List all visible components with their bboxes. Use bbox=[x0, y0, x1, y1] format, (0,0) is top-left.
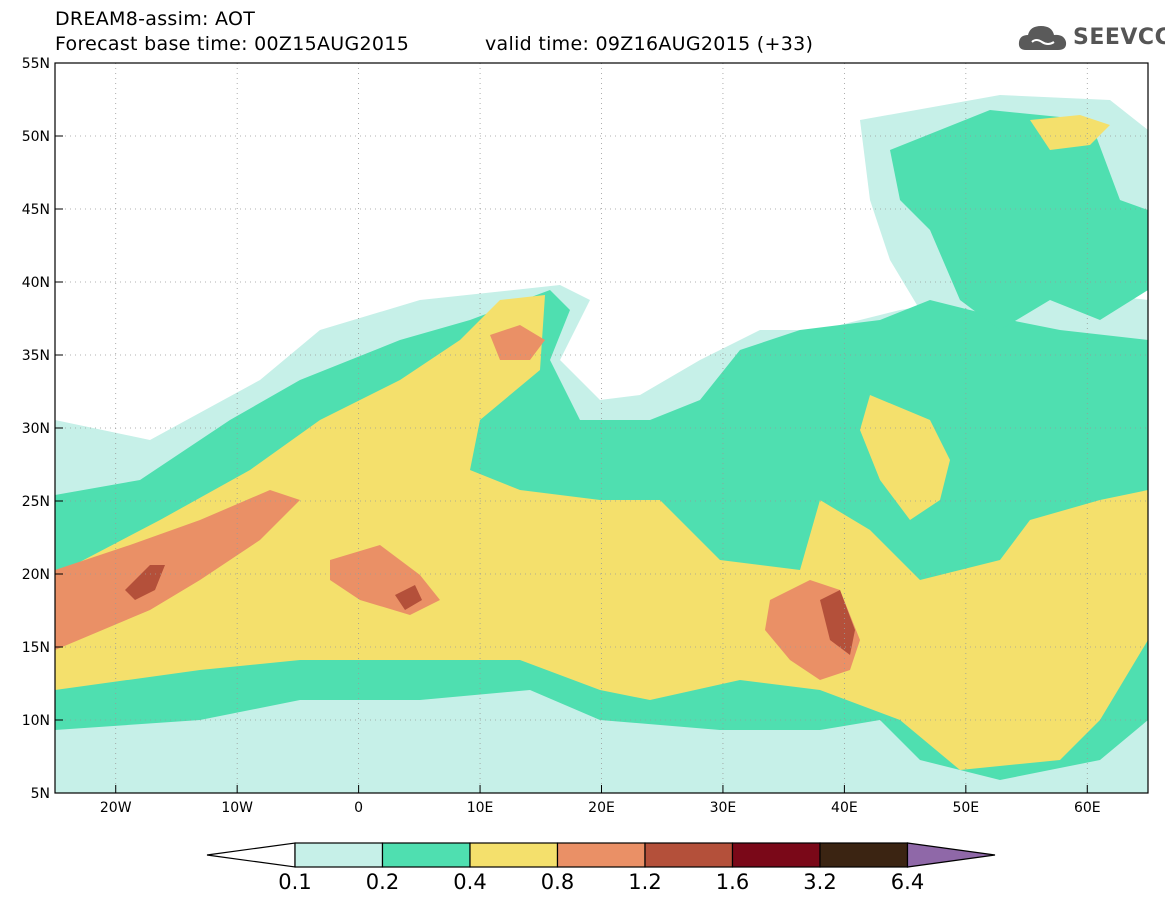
colorbar-label: 0.1 bbox=[278, 870, 312, 894]
colorbar-segment bbox=[381, 842, 471, 868]
y-tick-label: 35N bbox=[22, 348, 50, 364]
map-grid bbox=[55, 62, 1148, 794]
aot-band-0.8 bbox=[55, 490, 300, 650]
colorbar-segment bbox=[294, 842, 384, 868]
axis-ticks: 20W 10W 0 10E 20E 30E 40E 50E 60E 5N 10N 15N 20N 25N 3… bbox=[22, 56, 1101, 816]
colorbar-segment bbox=[644, 842, 734, 868]
seevccc-logo: SEEVCCC bbox=[1016, 22, 1165, 56]
colorbar-label: 1.2 bbox=[628, 870, 662, 894]
x-tick-label: 60E bbox=[1074, 800, 1101, 816]
x-tick-label: 40E bbox=[831, 800, 858, 816]
colorbar-label: 3.2 bbox=[803, 870, 837, 894]
colorbar bbox=[206, 842, 996, 868]
colorbar-segment bbox=[556, 842, 646, 868]
colorbar-label: 6.4 bbox=[890, 870, 925, 894]
y-tick-label: 25N bbox=[22, 494, 50, 510]
colorbar-label: 0.4 bbox=[453, 870, 487, 894]
aot-band-0.8-tunisia bbox=[490, 325, 545, 360]
aot-band-1.2-mali bbox=[395, 585, 422, 610]
y-tick-label: 45N bbox=[22, 202, 50, 218]
colorbar-segment bbox=[731, 842, 821, 868]
x-tick-label: 50E bbox=[952, 800, 979, 816]
aot-band-0.4-arabia bbox=[860, 395, 950, 520]
y-tick-label: 40N bbox=[22, 275, 50, 291]
x-tick-label: 0 bbox=[354, 800, 363, 816]
x-tick-label: 20W bbox=[100, 800, 132, 816]
x-tick-label: 10W bbox=[221, 800, 253, 816]
colorbar-label: 0.8 bbox=[540, 870, 575, 894]
aot-band-0.4-north bbox=[1030, 115, 1110, 150]
colorbar-segment bbox=[819, 842, 909, 868]
valid-time: valid time: 09Z16AUG2015 (+33) bbox=[485, 33, 814, 55]
aot-band-0.4 bbox=[55, 295, 1148, 770]
y-tick-label: 50N bbox=[22, 129, 50, 145]
x-tick-label: 30E bbox=[710, 800, 737, 816]
chart-title: DREAM8-assim: AOT bbox=[55, 8, 256, 30]
y-tick-label: 15N bbox=[22, 640, 50, 656]
colorbar-segment bbox=[469, 842, 559, 868]
x-tick-label: 20E bbox=[588, 800, 615, 816]
x-tick-label: 10E bbox=[467, 800, 494, 816]
aot-band-0.2-north bbox=[890, 110, 1148, 330]
colorbar-segment-low bbox=[206, 842, 296, 868]
colorbar-segment-high bbox=[906, 842, 996, 868]
forecast-base-time: Forecast base time: 00Z15AUG2015 bbox=[55, 33, 410, 55]
chart-subtitle: Forecast base time: 00Z15AUG2015 valid ti… bbox=[55, 33, 813, 55]
colorbar-label: 1.6 bbox=[715, 870, 750, 894]
y-tick-label: 55N bbox=[22, 56, 50, 72]
aot-band-1.2-ethiopia bbox=[820, 590, 855, 655]
logo-text: SEEVCCC bbox=[1073, 25, 1165, 50]
colorbar-label: 0.2 bbox=[365, 870, 400, 894]
cloud-icon bbox=[1018, 26, 1067, 50]
y-tick-label: 20N bbox=[22, 567, 50, 583]
y-tick-label: 10N bbox=[22, 713, 50, 729]
y-tick-label: 30N bbox=[22, 421, 50, 437]
y-tick-label: 5N bbox=[31, 786, 50, 802]
